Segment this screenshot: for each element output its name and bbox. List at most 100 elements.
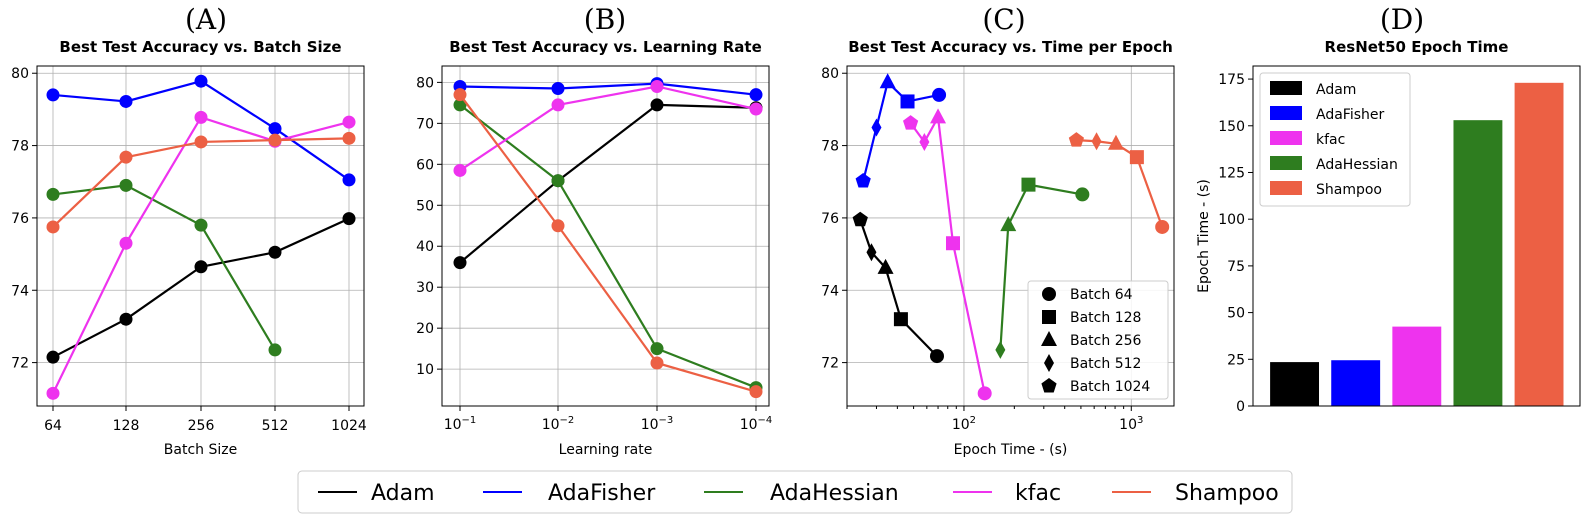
panel-d-ytick-label: 75 (1227, 259, 1245, 275)
panel-c-marker-adam-batch-1024 (852, 211, 868, 227)
panel-c-marker-adafisher-batch-64 (932, 87, 947, 102)
panel-c-xtick-label: 102 (952, 415, 976, 433)
panel-c-frame (846, 65, 1175, 407)
panel-b-ytick-label: 10 (416, 362, 434, 378)
bottom-legend-label-adahessian: AdaHessian (770, 481, 899, 506)
panel-a-point-shampoo-64 (46, 220, 60, 234)
bottom-legend-label-kfac: kfac (1015, 481, 1061, 506)
panel-a-point-shampoo-256 (194, 135, 208, 149)
panel-a-ytick-label: 72 (11, 356, 29, 372)
panel-c-ytick-label: 76 (821, 211, 839, 227)
panel-a-point-adam-256 (194, 260, 208, 274)
panel-a-line-adahessian (52, 184, 276, 351)
panel-b-xtick-label: 10−1 (444, 415, 477, 433)
panel-d-ytick-label: 125 (1218, 165, 1245, 181)
panel-c-xtick-label: 103 (1119, 415, 1143, 433)
panel-b-title: Best Test Accuracy vs. Learning Rate (449, 38, 762, 56)
panel-a-xtick-label: 64 (44, 418, 62, 434)
panel-c-marker-adafisher-batch-256 (879, 73, 896, 89)
panel-a-point-kfac-64 (46, 386, 60, 400)
panel-d-bar-adafisher (1331, 360, 1381, 406)
panel-d-bar-shampoo (1514, 82, 1564, 407)
panel-d-legend-label-kfac: kfac (1316, 132, 1345, 148)
panel-b-point-adafisher-10-4 (749, 88, 763, 102)
panel-c-ytick-label: 72 (821, 356, 839, 372)
panel-b-point-shampoo-10-1 (453, 88, 467, 102)
panel-a-point-shampoo-1024 (342, 131, 356, 145)
panel-c-ytick-label: 78 (821, 139, 839, 155)
panel-a-point-kfac-256 (194, 110, 208, 124)
panel-a-point-adafisher-1024 (342, 173, 356, 187)
panel-b-point-kfac-10-4 (749, 102, 763, 116)
panel-b-line-shampoo (459, 94, 757, 393)
panel-d-bar-adahessian (1453, 120, 1503, 406)
panel-a-point-kfac-128 (119, 236, 133, 250)
panel-a-ytick-label: 78 (11, 139, 29, 155)
panel-c-marker-adafisher-batch-128 (900, 94, 915, 109)
panel-d-ytick-label: 150 (1218, 119, 1245, 135)
panel-c-marker-adahessian-batch-512 (995, 340, 1006, 359)
panel-c-marker-adam-batch-256 (877, 258, 894, 274)
panel-a-point-adam-512 (268, 245, 282, 259)
bottom-legend: Adam AdaFisher AdaHessian kfac Shampoo (297, 470, 1293, 514)
panel-a-xtick-label: 1024 (331, 418, 367, 434)
panel-label-a: (A) (185, 3, 227, 36)
panel-c-marker-shampoo-batch-512 (1091, 132, 1102, 151)
panel-b-ytick-label: 30 (416, 280, 434, 296)
panel-a-xtick-label: 128 (113, 418, 140, 434)
panel-b-point-adam-10-3 (650, 98, 664, 112)
panel-c-legend-marker-batch-128 (1042, 310, 1056, 324)
panel-d-ytick-label: 100 (1218, 212, 1245, 228)
bottom-legend-label-shampoo: Shampoo (1175, 481, 1279, 506)
panel-d-bar-kfac (1392, 326, 1442, 406)
panel-b-point-adam-10-1 (453, 256, 467, 270)
panel-d-bar-adam (1270, 362, 1320, 406)
panel-a-ytick-label: 74 (11, 283, 29, 299)
panel-d-legend: Adam AdaFisher kfac AdaHessian Shampoo (1259, 72, 1411, 207)
panel-b-xtick-label: 10−3 (641, 415, 674, 433)
panel-a-point-shampoo-512 (268, 133, 282, 147)
panel-label-b: (B) (584, 3, 626, 36)
panel-c-line-adahessian (999, 183, 1083, 351)
panel-a-point-adafisher-64 (46, 88, 60, 102)
panel-c-marker-kfac-batch-256 (930, 108, 947, 124)
panel-a-title: Best Test Accuracy vs. Batch Size (59, 38, 341, 56)
panel-a-point-adahessian-512 (268, 343, 282, 357)
panel-b-frame (441, 65, 770, 407)
panel-c-title: Best Test Accuracy vs. Time per Epoch (848, 38, 1173, 56)
panel-d-legend-swatch-kfac (1270, 131, 1302, 145)
panel-b-line-adafisher (459, 82, 757, 96)
panel-b-point-shampoo-10-2 (551, 219, 565, 233)
panel-b-ytick-label: 20 (416, 321, 434, 337)
panel-a-xtick-label: 512 (262, 418, 289, 434)
panel-b-line-adam (459, 103, 757, 264)
panel-b-ytick-label: 60 (416, 157, 434, 173)
panel-c-legend-label-batch-128: Batch 128 (1070, 310, 1141, 326)
panel-c-marker-kfac-batch-512 (919, 132, 930, 151)
panel-b-line-kfac (459, 85, 757, 172)
panel-d-legend-label-adahessian: AdaHessian (1316, 157, 1398, 173)
panel-c-line-adam (859, 219, 938, 357)
panel-d-ytick-label: 50 (1227, 306, 1245, 322)
panel-c-legend-marker-batch-256 (1041, 331, 1057, 346)
panel-d-frame (1252, 65, 1581, 407)
panel-a-point-adam-1024 (342, 212, 356, 226)
panel-d-legend-swatch-shampoo (1270, 181, 1302, 195)
panel-b-xtick-label: 10−2 (542, 415, 575, 433)
bottom-legend-label-adafisher: AdaFisher (548, 481, 656, 506)
panel-a-point-adafisher-512 (268, 122, 282, 136)
panel-b-point-shampoo-10-4 (749, 385, 763, 399)
panel-b-point-adahessian-10-3 (650, 342, 664, 356)
panel-c-marker-adafisher-batch-512 (871, 118, 882, 137)
panel-c-legend-label-batch-1024: Batch 1024 (1070, 379, 1150, 395)
panel-b-plot: 10 20 30 40 50 60 70 80 10−1 10−2 10−3 10−4 Best Tes… (416, 38, 772, 458)
panel-c-line-kfac (909, 113, 986, 394)
panel-label-c: (C) (982, 3, 1025, 36)
panel-a-plot: 72 74 76 78 80 64 128 256 512 1024 Best Test Accur… (11, 38, 367, 458)
panel-d-legend-swatch-adahessian (1270, 156, 1302, 170)
panel-a-point-adam-64 (46, 350, 60, 364)
panel-c-marker-adam-batch-512 (866, 243, 877, 262)
panel-a-point-adam-128 (119, 312, 133, 326)
panel-a-point-adafisher-256 (194, 74, 208, 88)
panel-a-point-adafisher-128 (119, 94, 133, 108)
